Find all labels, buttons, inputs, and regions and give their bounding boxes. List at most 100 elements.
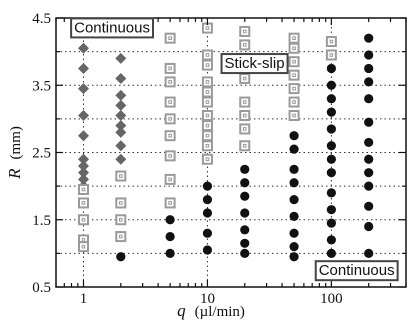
square-outer [77, 241, 89, 253]
square-outer [164, 197, 176, 209]
data-point-circle [289, 178, 299, 188]
data-point-diamond [77, 83, 89, 95]
square-inner [205, 133, 210, 138]
square-outer [77, 214, 89, 226]
square-outer [115, 214, 127, 226]
data-point-square [288, 83, 300, 95]
square-outer [164, 173, 176, 185]
square-inner [81, 244, 86, 249]
data-point-square [201, 49, 213, 61]
y-tick-label: 0.5 [32, 280, 51, 296]
square-outer [201, 140, 213, 152]
data-point-circle [240, 225, 250, 235]
square-inner [292, 46, 296, 51]
data-point-square [239, 25, 251, 37]
data-point-square [77, 241, 89, 253]
square-inner [168, 177, 172, 182]
square-outer [164, 62, 176, 74]
data-point-circle [240, 248, 250, 258]
y-axis-unit: (mm) [8, 126, 24, 159]
square-inner [329, 39, 334, 44]
data-point-circle [202, 208, 213, 218]
square-outer [164, 113, 176, 125]
square-outer [201, 110, 213, 122]
data-point-circle [289, 164, 299, 174]
square-inner [119, 174, 123, 178]
data-point-square [164, 76, 176, 88]
square-outer [164, 96, 176, 108]
square-inner [119, 234, 123, 239]
square-inner [205, 143, 210, 148]
data-point-diamond [115, 153, 127, 165]
data-point-circle [165, 248, 175, 258]
annotation-text: Stick-slip [225, 55, 285, 72]
square-outer [201, 120, 213, 132]
y-tick-label: 2.5 [32, 146, 51, 162]
data-point-square [325, 36, 337, 48]
square-inner [81, 187, 86, 192]
data-markers [77, 22, 374, 262]
data-point-circle [240, 164, 250, 174]
data-point-circle [326, 80, 336, 90]
square-outer [239, 140, 251, 152]
data-point-circle [326, 168, 336, 178]
square-inner [81, 217, 86, 222]
data-point-circle [289, 194, 299, 205]
annotation-label: Stick-slip [220, 53, 289, 75]
square-inner [292, 59, 296, 64]
square-inner [242, 29, 247, 34]
square-outer [115, 170, 127, 182]
data-point-diamond [77, 110, 89, 122]
y-axis-symbol: R [5, 168, 24, 180]
square-outer [239, 123, 251, 135]
square-inner [119, 217, 123, 222]
annotation-label: Continuous [70, 17, 155, 39]
data-point-circle [364, 201, 374, 211]
square-outer [325, 49, 337, 61]
square-outer [288, 32, 300, 44]
data-point-square [164, 197, 176, 209]
y-tick-label: 1.5 [32, 213, 51, 229]
data-point-diamond [77, 130, 89, 142]
data-point-square [239, 123, 251, 135]
x-tick-label: 1 [80, 291, 88, 307]
data-point-diamond [115, 99, 127, 111]
data-point-square [164, 96, 176, 108]
square-outer [201, 96, 213, 108]
data-point-diamond [77, 173, 89, 185]
data-point-circle [364, 33, 374, 43]
square-inner [292, 86, 296, 91]
data-point-square [288, 32, 300, 44]
data-point-diamond [77, 153, 89, 165]
annotation-box [314, 260, 399, 282]
data-point-square [77, 214, 89, 226]
data-point-circle [165, 231, 175, 242]
square-outer [288, 42, 300, 54]
series-square-open [77, 22, 337, 253]
data-point-circle [326, 94, 336, 104]
data-point-square [239, 110, 251, 122]
square-inner [81, 201, 86, 205]
annotation-box [70, 17, 155, 39]
data-point-diamond [115, 126, 127, 138]
data-point-diamond [77, 167, 89, 179]
data-point-diamond [77, 62, 89, 74]
series-circle [116, 33, 374, 262]
data-point-square [239, 140, 251, 152]
data-point-square [201, 120, 213, 132]
data-point-square [288, 56, 300, 68]
annotations: Continuous Stick-slip Continuous [70, 17, 399, 282]
square-inner [292, 100, 296, 104]
square-inner [205, 53, 210, 57]
data-point-square [201, 96, 213, 108]
data-point-circle [289, 252, 299, 262]
data-point-circle [289, 242, 299, 252]
tick-labels: 1 10 100 0.5 1.5 2.5 3.5 4.5 [32, 11, 342, 307]
data-point-square [164, 130, 176, 142]
square-inner [168, 154, 172, 158]
data-point-circle [326, 205, 336, 215]
data-point-diamond [115, 52, 127, 64]
square-inner [168, 201, 172, 205]
square-inner [168, 36, 172, 40]
data-point-circle [326, 141, 336, 151]
